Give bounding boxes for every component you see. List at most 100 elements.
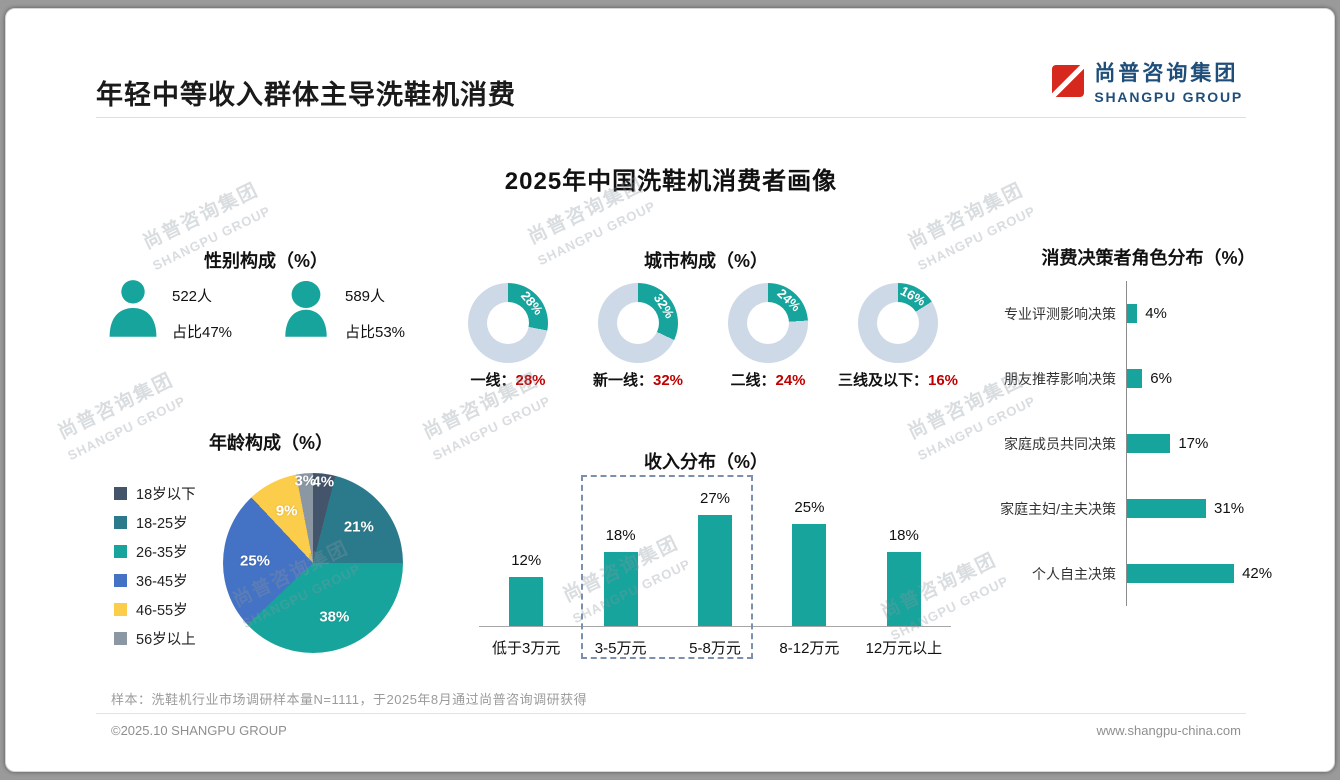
income-bar-category: 低于3万元 xyxy=(492,640,561,657)
female-share: 占比53% xyxy=(345,324,406,341)
decision-bar xyxy=(1127,564,1235,583)
income-bar-area: 12% xyxy=(479,469,573,626)
city-donut: 16% 三线及以下：16% xyxy=(838,283,958,389)
legend-item: 36-45岁 xyxy=(114,566,196,595)
legend-swatch xyxy=(114,632,127,645)
donut-caption-label: 一线： xyxy=(470,372,516,389)
donut-caption-value: 24% xyxy=(775,372,806,389)
decision-bar-zone: 42% xyxy=(1126,541,1321,606)
legend-swatch xyxy=(114,516,127,529)
income-bar-value: 27% xyxy=(700,490,731,508)
pie-value-label: 25% xyxy=(240,552,271,570)
income-bar-value: 18% xyxy=(605,527,636,545)
female-count: 589人 xyxy=(345,288,386,305)
page-title: 年轻中等收入群体主导洗鞋机消费 xyxy=(96,80,516,110)
slide-canvas: 年轻中等收入群体主导洗鞋机消费 尚普咨询集团 SHANGPU GROUP 202… xyxy=(6,9,1334,771)
male-silhouette-icon xyxy=(109,280,157,337)
female-stats: 589人 占比53% xyxy=(345,277,405,342)
income-bar-category: 5-8万元 xyxy=(689,640,741,657)
donut-caption: 三线及以下：16% xyxy=(838,369,958,390)
income-axis-line xyxy=(479,626,951,627)
footer-copyright: ©2025.10 SHANGPU GROUP xyxy=(111,723,287,738)
income-column: 25% 8-12万元 xyxy=(762,469,856,665)
income-column: 18% 3-5万元 xyxy=(573,469,667,665)
income-highlight-box xyxy=(581,475,753,659)
legend-swatch xyxy=(114,574,127,587)
income-bar xyxy=(509,576,544,626)
footer-website: www.shangpu-china.com xyxy=(1096,723,1241,738)
legend-label: 18岁以下 xyxy=(136,487,196,503)
legend-item: 18岁以下 xyxy=(114,479,196,508)
city-section-title: 城市构成（%） xyxy=(643,251,768,271)
income-column: 18% 12万元以上 xyxy=(857,469,951,665)
income-bar-area: 18% xyxy=(857,469,951,626)
donut-caption: 新一线：32% xyxy=(593,369,683,390)
city-donut-chart: 28% 一线：28% 32% 新一线：32% 24% 二线：24% 16% 三线及以下：16% xyxy=(468,283,958,389)
pie-value-label: 3% xyxy=(294,472,317,490)
decision-row: 朋友推荐影响决策 6% xyxy=(976,346,1321,411)
header-divider xyxy=(96,117,1246,118)
decision-bar-value: 6% xyxy=(1150,370,1172,387)
donut-caption-value: 28% xyxy=(515,372,546,389)
donut-hole xyxy=(487,302,529,344)
male-share: 占比47% xyxy=(172,324,233,341)
income-column: 12% 低于3万元 xyxy=(479,469,573,665)
decision-bar xyxy=(1127,369,1143,388)
legend-label: 36-45岁 xyxy=(136,574,188,590)
income-columns: 12% 低于3万元 18% 3-5万元 27% 5-8万元 25% 8-12万元 18% 12万元… xyxy=(479,469,951,665)
income-bar-category: 12万元以上 xyxy=(865,640,943,657)
income-bar xyxy=(886,552,921,626)
pie-value-label: 38% xyxy=(319,608,350,626)
donut-caption-value: 16% xyxy=(927,372,959,389)
pie-value-label: 21% xyxy=(343,518,374,536)
income-bar-value: 18% xyxy=(888,527,919,545)
legend-label: 26-35岁 xyxy=(136,545,188,561)
decision-category-label: 朋友推荐影响决策 xyxy=(1004,370,1116,387)
pie-value-label: 9% xyxy=(275,502,298,520)
income-bar-chart: 12% 低于3万元 18% 3-5万元 27% 5-8万元 25% 8-12万元 18% 12万元… xyxy=(479,469,951,665)
legend-swatch xyxy=(114,545,127,558)
income-bar-category: 8-12万元 xyxy=(779,640,840,657)
brand-logo: 尚普咨询集团 SHANGPU GROUP xyxy=(1052,57,1243,105)
income-bar-value: 12% xyxy=(511,551,542,569)
income-section-title: 收入分布（%） xyxy=(643,452,768,472)
city-donut: 32% 新一线：32% xyxy=(593,283,683,389)
decision-bar-zone: 31% xyxy=(1126,476,1321,541)
income-bar-value: 25% xyxy=(794,498,825,516)
donut-caption-label: 新一线： xyxy=(592,372,653,389)
income-bar-category: 3-5万元 xyxy=(594,640,647,657)
donut-hole xyxy=(747,302,789,344)
age-legend: 18岁以下 18-25岁 26-35岁 36-45岁 46-55岁 56岁以上 xyxy=(114,479,196,653)
income-bar-area: 25% xyxy=(762,469,856,626)
decision-bar xyxy=(1127,434,1171,453)
brand-logo-text: 尚普咨询集团 SHANGPU GROUP xyxy=(1094,57,1243,105)
decision-row: 家庭主妇/主夫决策 31% xyxy=(976,476,1321,541)
decision-section-title: 消费决策者角色分布（%） xyxy=(1041,248,1256,268)
legend-item: 18-25岁 xyxy=(114,508,196,537)
shangpu-logo-icon xyxy=(1052,65,1085,97)
decision-category-label: 个人自主决策 xyxy=(1032,565,1116,582)
income-column: 27% 5-8万元 xyxy=(668,469,762,665)
pie-value-label: 4% xyxy=(312,473,335,491)
legend-label: 18-25岁 xyxy=(136,516,188,532)
income-bar xyxy=(603,552,638,626)
income-bar xyxy=(792,523,827,626)
legend-item: 26-35岁 xyxy=(114,537,196,566)
main-title: 2025年中国洗鞋机消费者画像 xyxy=(504,168,838,195)
footer-divider xyxy=(96,713,1246,714)
legend-swatch xyxy=(114,603,127,616)
income-bar-area: 18% xyxy=(573,469,667,626)
female-silhouette-icon xyxy=(285,281,327,337)
donut-caption-label: 二线： xyxy=(730,372,776,389)
city-donut: 28% 一线：28% xyxy=(468,283,548,389)
age-pie-chart: 4% 21% 38% 25% 9% 3% xyxy=(223,473,403,653)
decision-category-label: 家庭主妇/主夫决策 xyxy=(1000,500,1116,517)
male-count: 522人 xyxy=(172,288,213,305)
donut-caption-value: 32% xyxy=(652,372,684,389)
slide: 年轻中等收入群体主导洗鞋机消费 尚普咨询集团 SHANGPU GROUP 202… xyxy=(5,8,1335,772)
decision-bar-zone: 4% xyxy=(1126,281,1321,346)
decision-bar-zone: 17% xyxy=(1126,411,1321,476)
donut-caption-label: 三线及以下： xyxy=(837,372,928,389)
sample-footnote: 样本：洗鞋机行业市场调研样本量N=1111，于2025年8月通过尚普咨询调研获得 xyxy=(111,692,588,707)
legend-swatch xyxy=(114,487,127,500)
